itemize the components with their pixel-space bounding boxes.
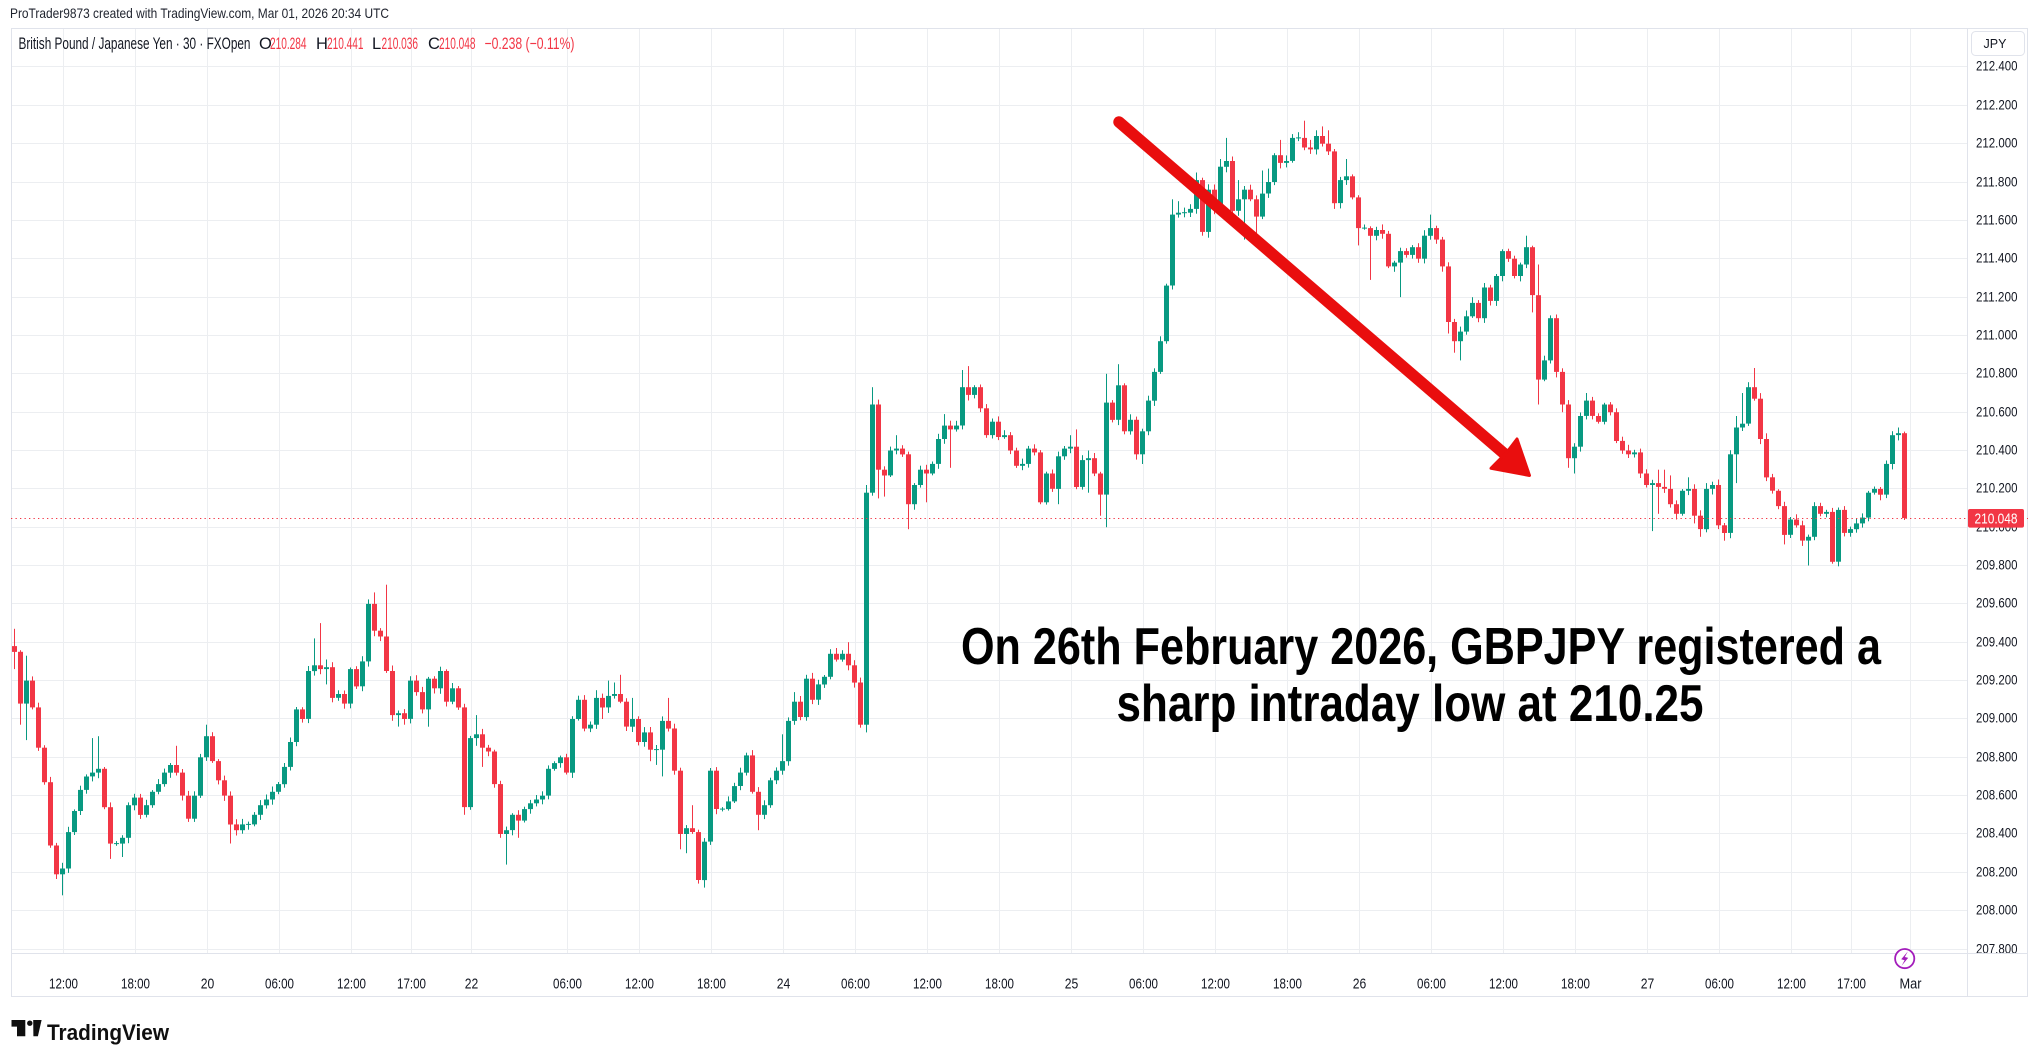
svg-text:209.600: 209.600 <box>1976 596 2018 611</box>
svg-text:208.200: 208.200 <box>1976 865 2018 880</box>
svg-text:British Pound / Japanese Yen ·: British Pound / Japanese Yen · 30 · FXOp… <box>19 35 251 53</box>
svg-text:210.200: 210.200 <box>1976 481 2018 496</box>
svg-text:209.200: 209.200 <box>1976 673 2018 688</box>
svg-text:24: 24 <box>777 976 791 993</box>
svg-text:12:00: 12:00 <box>1201 976 1230 993</box>
svg-text:17:00: 17:00 <box>397 976 426 993</box>
svg-text:12:00: 12:00 <box>625 976 654 993</box>
svg-text:18:00: 18:00 <box>121 976 150 993</box>
svg-text:06:00: 06:00 <box>265 976 294 993</box>
svg-text:208.800: 208.800 <box>1976 750 2018 765</box>
svg-text:27: 27 <box>1641 976 1655 993</box>
svg-text:ProTrader9873 created with Tra: ProTrader9873 created with TradingView.c… <box>10 5 389 21</box>
svg-text:JPY: JPY <box>1984 37 2008 51</box>
svg-text:sharp intraday low at 210.25: sharp intraday low at 210.25 <box>1117 675 1704 733</box>
svg-text:211.200: 211.200 <box>1976 290 2018 305</box>
svg-text:TradingView: TradingView <box>47 1020 170 1045</box>
svg-text:18:00: 18:00 <box>985 976 1014 993</box>
svg-text:207.800: 207.800 <box>1976 942 2018 957</box>
svg-text:H: H <box>316 35 328 53</box>
svg-text:211.800: 211.800 <box>1976 175 2018 190</box>
svg-text:06:00: 06:00 <box>1129 976 1158 993</box>
svg-text:210.036: 210.036 <box>382 35 419 53</box>
svg-text:18:00: 18:00 <box>1273 976 1302 993</box>
svg-text:208.000: 208.000 <box>1976 903 2018 918</box>
svg-text:On 26th February 2026, GBPJPY: On 26th February 2026, GBPJPY registered… <box>961 618 1882 676</box>
svg-text:209.000: 209.000 <box>1976 711 2018 726</box>
svg-text:210.600: 210.600 <box>1976 405 2018 420</box>
svg-text:Mar: Mar <box>1900 976 1922 993</box>
svg-text:25: 25 <box>1065 976 1079 993</box>
svg-text:06:00: 06:00 <box>841 976 870 993</box>
svg-text:18:00: 18:00 <box>697 976 726 993</box>
svg-text:212.400: 212.400 <box>1976 59 2018 74</box>
svg-text:22: 22 <box>465 976 479 993</box>
svg-text:210.441: 210.441 <box>327 35 364 53</box>
svg-text:211.600: 211.600 <box>1976 213 2018 228</box>
svg-text:06:00: 06:00 <box>1705 976 1734 993</box>
svg-text:12:00: 12:00 <box>1777 976 1806 993</box>
svg-text:12:00: 12:00 <box>913 976 942 993</box>
svg-text:06:00: 06:00 <box>553 976 582 993</box>
svg-text:210.400: 210.400 <box>1976 443 2018 458</box>
svg-text:210.284: 210.284 <box>270 35 307 53</box>
svg-text:12:00: 12:00 <box>337 976 366 993</box>
svg-text:208.400: 208.400 <box>1976 826 2018 841</box>
svg-text:211.000: 211.000 <box>1976 328 2018 343</box>
svg-text:209.400: 209.400 <box>1976 635 2018 650</box>
svg-text:210.048: 210.048 <box>1975 511 2018 528</box>
svg-text:20: 20 <box>201 976 215 993</box>
svg-text:12:00: 12:00 <box>49 976 78 993</box>
svg-text:210.048: 210.048 <box>439 35 476 53</box>
svg-text:210.800: 210.800 <box>1976 366 2018 381</box>
svg-text:C: C <box>428 35 440 53</box>
svg-text:26: 26 <box>1353 976 1367 993</box>
svg-text:209.800: 209.800 <box>1976 558 2018 573</box>
svg-text:12:00: 12:00 <box>1489 976 1518 993</box>
svg-text:L: L <box>372 35 381 53</box>
svg-text:208.600: 208.600 <box>1976 788 2018 803</box>
svg-text:18:00: 18:00 <box>1561 976 1590 993</box>
svg-text:17:00: 17:00 <box>1837 976 1866 993</box>
svg-text:−0.238 (−0.11%): −0.238 (−0.11%) <box>485 35 575 53</box>
svg-text:212.000: 212.000 <box>1976 136 2018 151</box>
svg-text:O: O <box>259 35 272 53</box>
svg-text:06:00: 06:00 <box>1417 976 1446 993</box>
svg-text:211.400: 211.400 <box>1976 251 2018 266</box>
svg-text:212.200: 212.200 <box>1976 98 2018 113</box>
